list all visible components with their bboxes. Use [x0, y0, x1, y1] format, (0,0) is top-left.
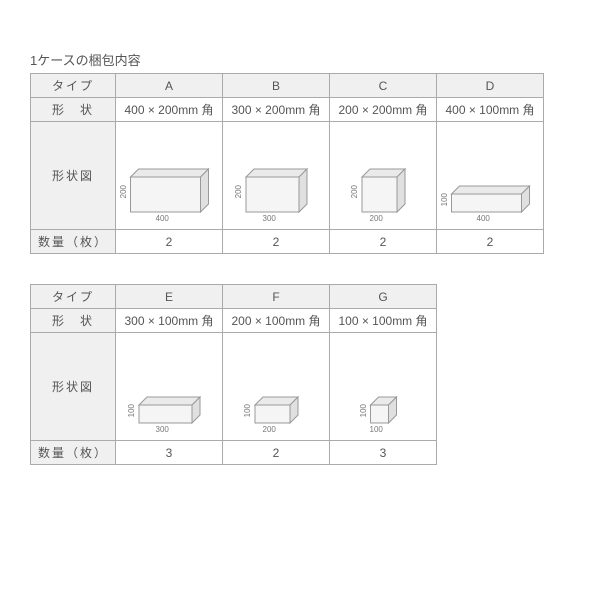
qty-C: 2	[330, 230, 437, 254]
table-1: タイプ A B C D 形 状 400 × 200mm 角 300 × 200m…	[30, 73, 544, 254]
diagram-F: 200100	[223, 333, 330, 441]
shape-E: 300 × 100mm 角	[116, 309, 223, 333]
type-C: C	[330, 74, 437, 98]
label-diagram: 形状図	[31, 122, 116, 230]
diagram-D: 400100	[437, 122, 544, 230]
qty-row-2: 数量（枚） 3 2 3	[31, 441, 437, 465]
type-A: A	[116, 74, 223, 98]
qty-E: 3	[116, 441, 223, 465]
label-type-2: タイプ	[31, 285, 116, 309]
diagram-row: 形状図 400200 300200 200200 400100	[31, 122, 544, 230]
shape-A: 400 × 200mm 角	[116, 98, 223, 122]
type-G: G	[330, 285, 437, 309]
label-type: タイプ	[31, 74, 116, 98]
diagram-A: 400200	[116, 122, 223, 230]
qty-G: 3	[330, 441, 437, 465]
diagram-B: 300200	[223, 122, 330, 230]
type-row: タイプ A B C D	[31, 74, 544, 98]
label-shape-2: 形 状	[31, 309, 116, 333]
type-row-2: タイプ E F G	[31, 285, 437, 309]
qty-D: 2	[437, 230, 544, 254]
shape-D: 400 × 100mm 角	[437, 98, 544, 122]
shape-G: 100 × 100mm 角	[330, 309, 437, 333]
shape-B: 300 × 200mm 角	[223, 98, 330, 122]
type-E: E	[116, 285, 223, 309]
qty-B: 2	[223, 230, 330, 254]
diagram-C: 200200	[330, 122, 437, 230]
type-B: B	[223, 74, 330, 98]
label-diagram-2: 形状図	[31, 333, 116, 441]
diagram-row-2: 形状図 300100 200100 100100	[31, 333, 437, 441]
label-shape: 形 状	[31, 98, 116, 122]
type-F: F	[223, 285, 330, 309]
shape-row-2: 形 状 300 × 100mm 角 200 × 100mm 角 100 × 10…	[31, 309, 437, 333]
page-title: 1ケースの梱包内容	[30, 50, 570, 69]
diagram-G: 100100	[330, 333, 437, 441]
diagram-E: 300100	[116, 333, 223, 441]
type-D: D	[437, 74, 544, 98]
shape-C: 200 × 200mm 角	[330, 98, 437, 122]
label-qty: 数量（枚）	[31, 230, 116, 254]
qty-A: 2	[116, 230, 223, 254]
qty-row: 数量（枚） 2 2 2 2	[31, 230, 544, 254]
shape-F: 200 × 100mm 角	[223, 309, 330, 333]
shape-row: 形 状 400 × 200mm 角 300 × 200mm 角 200 × 20…	[31, 98, 544, 122]
table-2: タイプ E F G 形 状 300 × 100mm 角 200 × 100mm …	[30, 284, 437, 465]
label-qty-2: 数量（枚）	[31, 441, 116, 465]
qty-F: 2	[223, 441, 330, 465]
